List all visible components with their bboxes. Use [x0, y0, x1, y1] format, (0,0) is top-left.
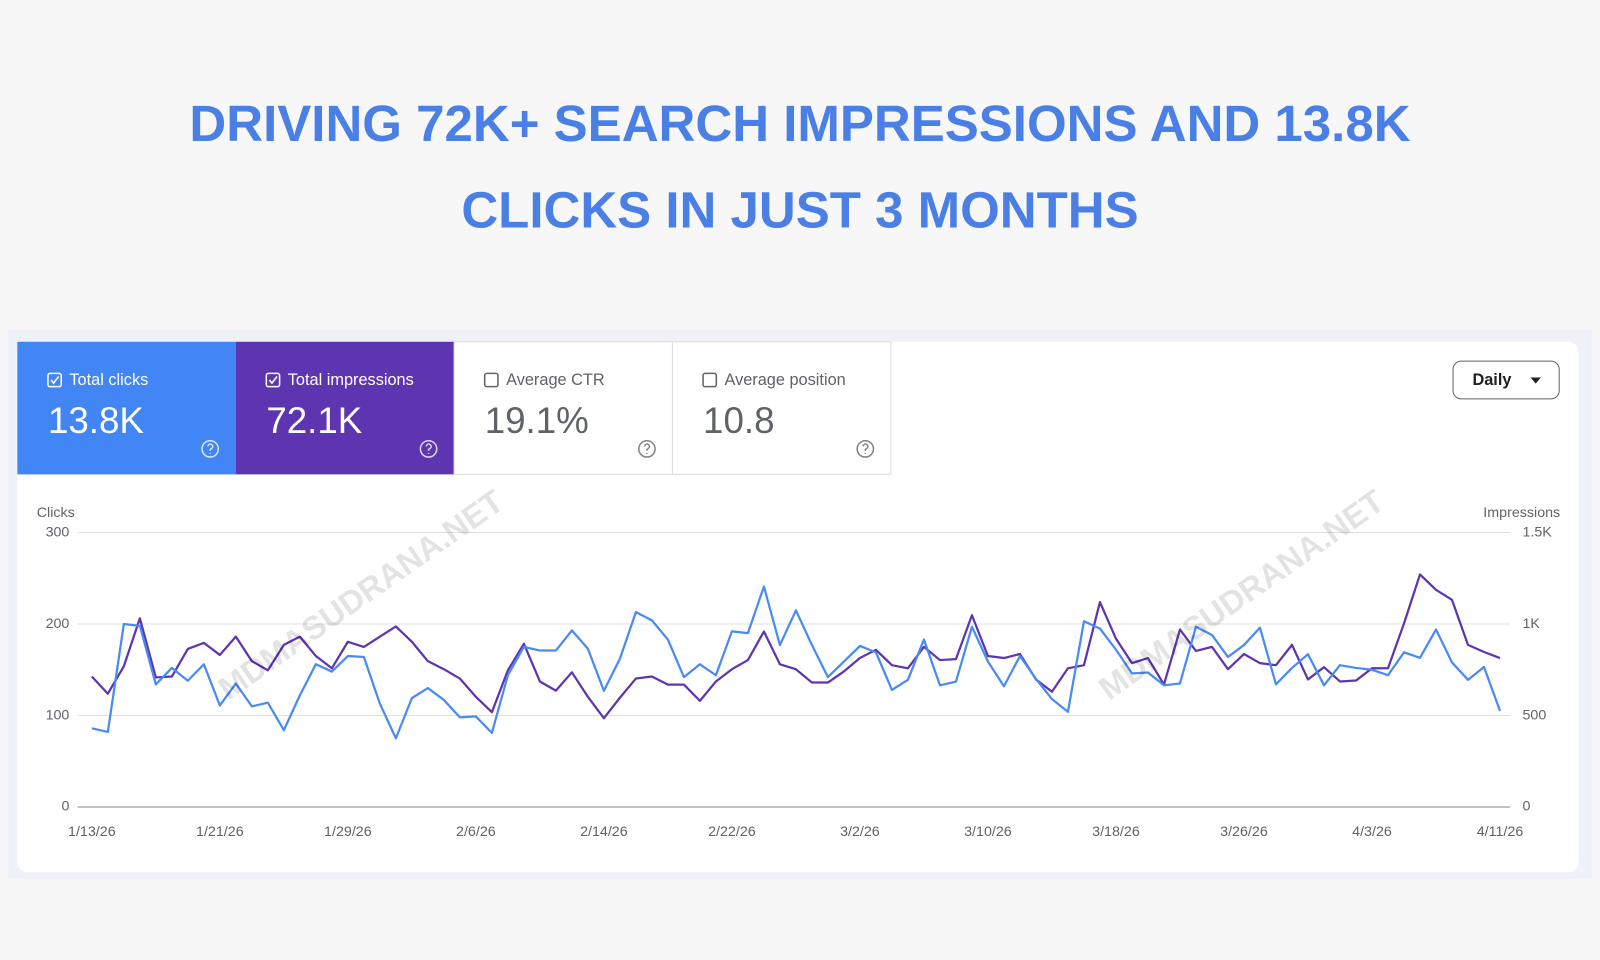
x-tick-label: 2/14/26: [580, 824, 628, 840]
y-tick-label: 100: [46, 707, 70, 723]
y-tick-label: 300: [46, 524, 70, 540]
y2-tick-label: 1.5K: [1522, 524, 1552, 540]
checkmark: [268, 375, 278, 385]
metric-label: Average position: [724, 371, 845, 389]
series-line: [91, 585, 1502, 740]
card-bg[interactable]: [453, 341, 673, 475]
help-icon[interactable]: [856, 439, 875, 458]
metric-card[interactable]: Average position 10.8: [671, 341, 892, 475]
card-bg[interactable]: [17, 341, 236, 475]
metric-card[interactable]: Total clicks 13.8K: [17, 341, 236, 475]
metric-value: 19.1%: [485, 400, 589, 441]
metric-value: 10.8: [703, 400, 774, 441]
x-tick-label: 3/10/26: [964, 824, 1012, 840]
checkbox[interactable]: [47, 372, 62, 388]
y2-tick-label: 1K: [1522, 616, 1540, 632]
metric-label: Average CTR: [506, 371, 605, 389]
checkbox[interactable]: [265, 372, 281, 388]
y2-tick-label: 500: [1522, 707, 1546, 723]
help-glyph: [862, 443, 869, 454]
y2-tick-label: 0: [1522, 799, 1530, 815]
dropdown-box[interactable]: [1452, 360, 1560, 400]
help-glyph: [207, 443, 214, 454]
y-tick-label: 0: [61, 799, 69, 815]
x-tick-label: 3/2/26: [840, 824, 880, 840]
x-tick-label: 2/6/26: [456, 824, 496, 840]
x-tick-label: 3/26/26: [1220, 824, 1268, 840]
help-icon[interactable]: [638, 439, 656, 458]
headline: CLICKS IN JUST 3 MONTHS: [461, 182, 1138, 239]
metric-label: Total clicks: [69, 371, 148, 389]
checkmark: [50, 375, 60, 385]
headline: DRIVING 72K+ SEARCH IMPRESSIONS AND 13.8…: [189, 95, 1410, 152]
x-tick-label: 4/3/26: [1352, 824, 1392, 840]
checkbox[interactable]: [702, 372, 718, 388]
dropdown-label[interactable]: Daily: [1472, 371, 1511, 389]
metric-card[interactable]: Total impressions 72.1K: [235, 341, 455, 475]
checkbox[interactable]: [483, 372, 499, 388]
x-tick-label: 3/18/26: [1092, 824, 1140, 840]
dropdown[interactable]: Daily: [1452, 360, 1560, 400]
x-tick-label: 1/21/26: [196, 824, 244, 840]
card-bg[interactable]: [671, 341, 892, 475]
help-icon[interactable]: [201, 439, 220, 458]
series-line: [91, 573, 1501, 720]
x-tick-label: 1/13/26: [68, 824, 116, 840]
metric-card[interactable]: Average CTR 19.1%: [453, 341, 673, 475]
card-bg[interactable]: [235, 341, 455, 475]
metric-value: 72.1K: [266, 400, 362, 441]
dropdown-arrow: [1530, 377, 1541, 384]
y2-axis-title: Impressions: [1483, 505, 1560, 521]
help-icon[interactable]: [419, 439, 438, 458]
help-glyph: [643, 443, 651, 454]
metric-label: Total impressions: [288, 371, 414, 389]
metric-value: 13.8K: [48, 400, 144, 441]
y-axis-title: Clicks: [37, 505, 75, 521]
x-tick-label: 2/22/26: [708, 824, 756, 840]
x-tick-label: 1/29/26: [324, 824, 372, 840]
help-glyph: [425, 443, 432, 454]
y-tick-label: 200: [46, 616, 70, 632]
x-tick-label: 4/11/26: [1477, 824, 1524, 840]
